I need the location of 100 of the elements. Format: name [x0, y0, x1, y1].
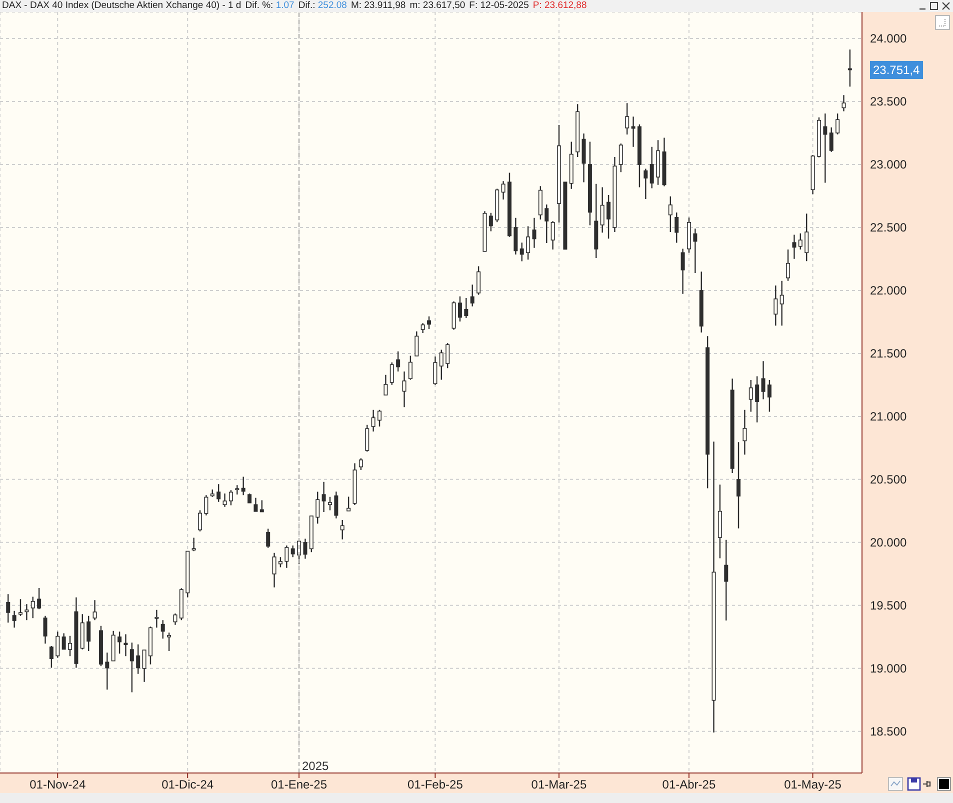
candlestick: [470, 284, 474, 307]
candlestick: [514, 217, 518, 256]
candlestick: [712, 441, 716, 734]
candlestick: [526, 226, 530, 260]
candlestick: [346, 496, 351, 512]
x-tick-label: 01-May-25: [784, 778, 842, 792]
candlestick: [718, 484, 722, 559]
candlestick: [316, 491, 320, 524]
candlestick: [823, 112, 828, 184]
candlestick: [118, 631, 122, 654]
candlestick: [86, 615, 91, 652]
ref-line-label: 2025: [302, 759, 330, 773]
candlestick: [420, 322, 425, 334]
candlestick: [618, 142, 623, 173]
candlestick: [724, 539, 728, 622]
candlestick: [748, 379, 753, 412]
y-tick-label: 20.500: [870, 472, 908, 487]
candlestick: [396, 350, 400, 372]
text: F: 12-05-2025: [469, 0, 529, 11]
candlestick: [557, 124, 562, 224]
candlestick: [600, 186, 604, 234]
candlestick: [371, 409, 376, 432]
candlestick: [680, 248, 685, 294]
candlestick: [340, 519, 344, 540]
candlestick: [520, 242, 524, 262]
candlestick: [12, 610, 16, 628]
candlestick: [111, 630, 116, 662]
candlestick: [656, 140, 660, 186]
candlestick: [290, 544, 295, 558]
candlestick: [148, 626, 152, 665]
candlestick: [637, 124, 642, 188]
candlestick: [272, 552, 276, 588]
candlestick: [439, 349, 444, 380]
candlestick: [6, 593, 10, 624]
candlestick: [650, 146, 654, 189]
candlestick: [68, 635, 72, 657]
y-tick-label: 21.500: [870, 346, 908, 361]
candlestick: [842, 94, 846, 112]
y-tick-label: 20.000: [870, 536, 908, 550]
candlestick: [507, 172, 512, 238]
y-tick-label: 21.000: [870, 410, 908, 424]
x-tick-label: 01-Feb-25: [408, 778, 464, 792]
candlestick: [222, 492, 227, 508]
y-tick-label: 24.000: [870, 32, 908, 46]
candlestick: [458, 296, 462, 322]
candlestick: [402, 370, 406, 408]
candlestick: [284, 544, 289, 568]
y-tick-label: 19.500: [870, 598, 908, 613]
candlestick: [736, 442, 741, 529]
candlestick: [798, 232, 802, 250]
candlestick: [30, 596, 35, 619]
candlestick: [693, 228, 698, 274]
candlestick: [43, 615, 48, 644]
candlestick: [501, 180, 506, 200]
candlestick: [303, 538, 308, 560]
chart-title: DAX - DAX 40 Index (Deutsche Aktien Xchange 40) - 1 d: [2, 0, 242, 11]
candlestick: [588, 141, 592, 226]
candlestick: [730, 378, 734, 474]
candlestick: [154, 609, 159, 628]
candlestick: [644, 168, 648, 200]
candlestick: [699, 271, 704, 334]
y-tick-label: 19.000: [870, 662, 908, 676]
candlestick: [662, 137, 666, 187]
x-tick-label: 01-Ene-25: [270, 778, 328, 792]
candlestick: [674, 212, 679, 244]
x-tick-label: 01-Dic-24: [162, 778, 214, 792]
candlestick: [328, 496, 332, 511]
text: Dif. %: 1.07: [245, 0, 294, 11]
text: M: 23.911,98: [350, 0, 406, 11]
candlestick: [532, 217, 536, 248]
y-tick-label: 22.500: [870, 220, 908, 235]
candlestick: [167, 632, 172, 652]
candlestick: [452, 300, 456, 330]
candlestick: [582, 132, 586, 183]
candlestick: [204, 494, 208, 516]
candlestick: [216, 483, 221, 502]
candlestick: [384, 374, 388, 396]
candlestick: [136, 644, 140, 674]
candlestick: [563, 182, 568, 250]
candlestick: [792, 234, 796, 260]
text: Dif.: 252.08: [298, 0, 347, 11]
candlestick: [755, 376, 760, 423]
text: 23.751,4: [870, 60, 923, 79]
candlestick: [124, 634, 128, 657]
candlestick: [427, 316, 432, 330]
candlestick: [569, 141, 574, 190]
candlestick: [173, 612, 178, 626]
candlestick: [37, 587, 42, 610]
candlestick: [761, 360, 766, 400]
candlestick: [92, 600, 97, 621]
candlestick: [668, 196, 672, 233]
x-tick-label: 01-Mar-25: [531, 778, 587, 792]
candlestick: [576, 104, 580, 158]
candlestick: [352, 462, 357, 506]
candlestick: [160, 620, 165, 640]
candlestick: [706, 336, 710, 489]
candlestick: [74, 596, 78, 668]
candlestick: [594, 183, 598, 259]
y-tick-label: 22.000: [870, 284, 908, 298]
candlestick: [130, 642, 134, 693]
